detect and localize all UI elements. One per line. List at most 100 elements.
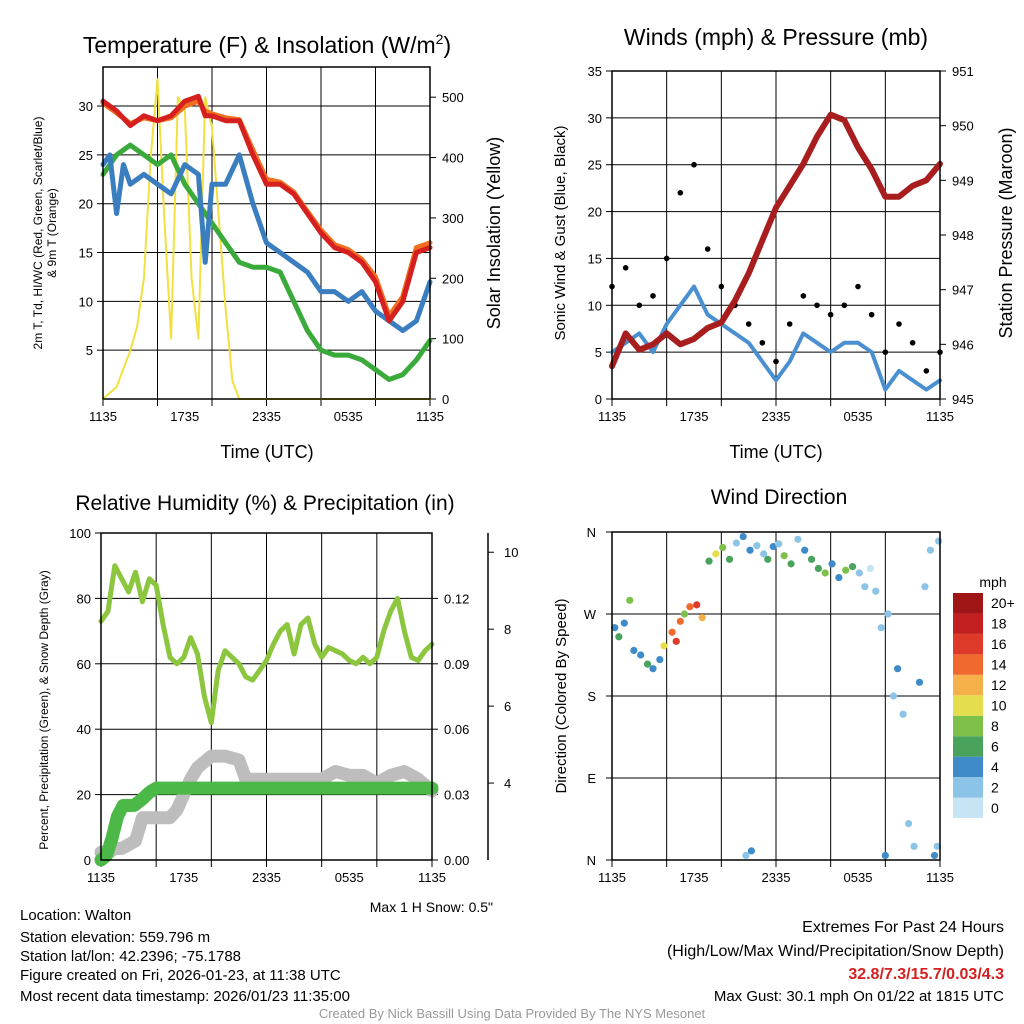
- temp-xtick-label: 1735: [170, 409, 199, 424]
- credit-text: Created By Nick Bassill Using Data Provi…: [318, 1006, 706, 1021]
- temp-xtick-label: 0535: [334, 409, 363, 424]
- temp-ytick-label: 10: [79, 294, 93, 309]
- dir-point: [915, 678, 924, 686]
- wind-gust-point: [896, 321, 902, 327]
- temp-ytick-label: 20: [79, 197, 93, 212]
- dir-point: [712, 550, 720, 558]
- dir-point: [780, 552, 788, 560]
- wind-ytick-label: 15: [588, 251, 602, 266]
- dir-point: [801, 546, 809, 554]
- temp-ytick-right-label: 0: [442, 392, 449, 407]
- dir-point: [835, 573, 843, 582]
- colorbar-label: 2: [991, 779, 999, 795]
- dir-point: [611, 624, 619, 632]
- colorbar-label: 12: [991, 677, 1007, 693]
- snow-ytick-label: 8: [504, 622, 511, 637]
- temp-ytick-right-label: 400: [442, 151, 464, 166]
- wind-gust-point: [827, 311, 834, 318]
- dir-point: [739, 532, 747, 541]
- dir-point: [676, 617, 684, 625]
- recent-data-text: Most recent data timestamp: 2026/01/23 1…: [20, 988, 350, 1005]
- dir-point: [872, 587, 880, 595]
- wind-gust-point: [800, 293, 807, 299]
- temp-dewpoint-line: [100, 142, 433, 382]
- precip-ytick-label: 0.03: [444, 788, 469, 803]
- colorbar-swatch: [953, 674, 983, 696]
- wind-gust-point: [745, 321, 752, 327]
- dir-ylabel: Direction (Colored By Speed): [553, 598, 570, 793]
- dir-xtick-label: 0535: [844, 870, 873, 885]
- dir-title: Wind Direction: [711, 486, 848, 509]
- rh-ytick-label: 80: [77, 591, 91, 606]
- wind-sonic-line: [610, 284, 942, 392]
- dir-point: [764, 555, 772, 563]
- dir-point: [705, 557, 713, 565]
- wind-gust-point: [636, 302, 643, 309]
- dir-point: [626, 596, 634, 604]
- dir-point: [760, 550, 768, 558]
- latlon-text: Station lat/lon: 42.2396; -75.1788: [20, 948, 242, 965]
- dir-xtick-label: 1735: [680, 870, 709, 885]
- wind-ytick-label: 30: [588, 111, 602, 126]
- colorbar-label: 0: [991, 800, 999, 816]
- rh-title: Relative Humidity (%) & Precipitation (i…: [75, 492, 454, 515]
- rh-ytick-label: 20: [77, 788, 91, 803]
- colorbar-label: 10: [991, 698, 1007, 714]
- dir-point: [668, 628, 676, 636]
- colorbar-swatch: [953, 736, 983, 757]
- wind-xtick-label: 2335: [762, 409, 791, 424]
- rh-ylabel-left: Percent, Precipitation (Green), & Snow D…: [37, 570, 51, 849]
- colorbar-swatch: [953, 593, 983, 614]
- dir-point: [904, 819, 913, 828]
- precip-ytick-label: 0.12: [444, 591, 469, 606]
- temp-xtick-label: 1135: [416, 409, 444, 424]
- rh-xtick-label: 2335: [252, 870, 281, 885]
- precip-ytick-label: 0.00: [444, 853, 469, 868]
- colorbar-unit: mph: [979, 574, 1006, 590]
- temp-xlabel: Time (UTC): [220, 442, 313, 462]
- dir-point: [930, 851, 939, 860]
- dir-point: [719, 543, 727, 552]
- dir-point: [866, 564, 874, 573]
- temp-title-end: ): [443, 32, 451, 58]
- wind-ytick-label: 5: [595, 345, 602, 360]
- wind-gust-point: [759, 339, 766, 346]
- rh-ytick-label: 40: [77, 722, 91, 737]
- wind-ytick-right-label: 947: [952, 283, 974, 298]
- dir-point: [686, 603, 694, 611]
- wind-pressure-line: [609, 111, 943, 370]
- dir-point: [855, 569, 863, 577]
- colorbar-label: 8: [991, 718, 999, 734]
- colorbar-swatch: [953, 797, 983, 818]
- dir-ytick-label: E: [587, 771, 596, 786]
- wind-xtick-label: 1135: [598, 409, 626, 424]
- colorbar-label: 20+: [991, 595, 1015, 611]
- dir-point: [680, 610, 689, 618]
- dir-point: [747, 847, 756, 855]
- dir-point: [848, 563, 857, 571]
- rh-plot-frame: [100, 532, 433, 861]
- temp-xtick-label: 2335: [252, 409, 281, 424]
- wind-gust-point: [923, 368, 930, 374]
- dir-point: [775, 540, 783, 548]
- location-text: Location: Walton: [20, 907, 132, 924]
- dir-point: [725, 555, 734, 563]
- dir-point: [828, 560, 836, 568]
- temp-title: Temperature (F) & Insolation (W/m2): [83, 31, 451, 58]
- dir-ytick-label: N: [587, 525, 596, 540]
- extremes-heading: Extremes For Past 24 Hours: [802, 919, 1004, 936]
- dir-point: [877, 624, 885, 632]
- wind-gust-point: [718, 283, 725, 290]
- wind-ytick-right-label: 951: [952, 64, 974, 79]
- dir-point: [732, 539, 740, 547]
- dir-ytick-label: W: [584, 607, 597, 622]
- wind-ytick-label: 10: [588, 298, 602, 313]
- dir-point: [672, 637, 680, 645]
- temp-ytick-label: 5: [86, 343, 93, 358]
- rh-ytick-label: 0: [84, 853, 91, 868]
- wind-gust-point: [855, 283, 861, 290]
- dir-point: [649, 665, 657, 673]
- rh-ytick-label: 100: [69, 526, 91, 541]
- dir-point: [881, 851, 889, 860]
